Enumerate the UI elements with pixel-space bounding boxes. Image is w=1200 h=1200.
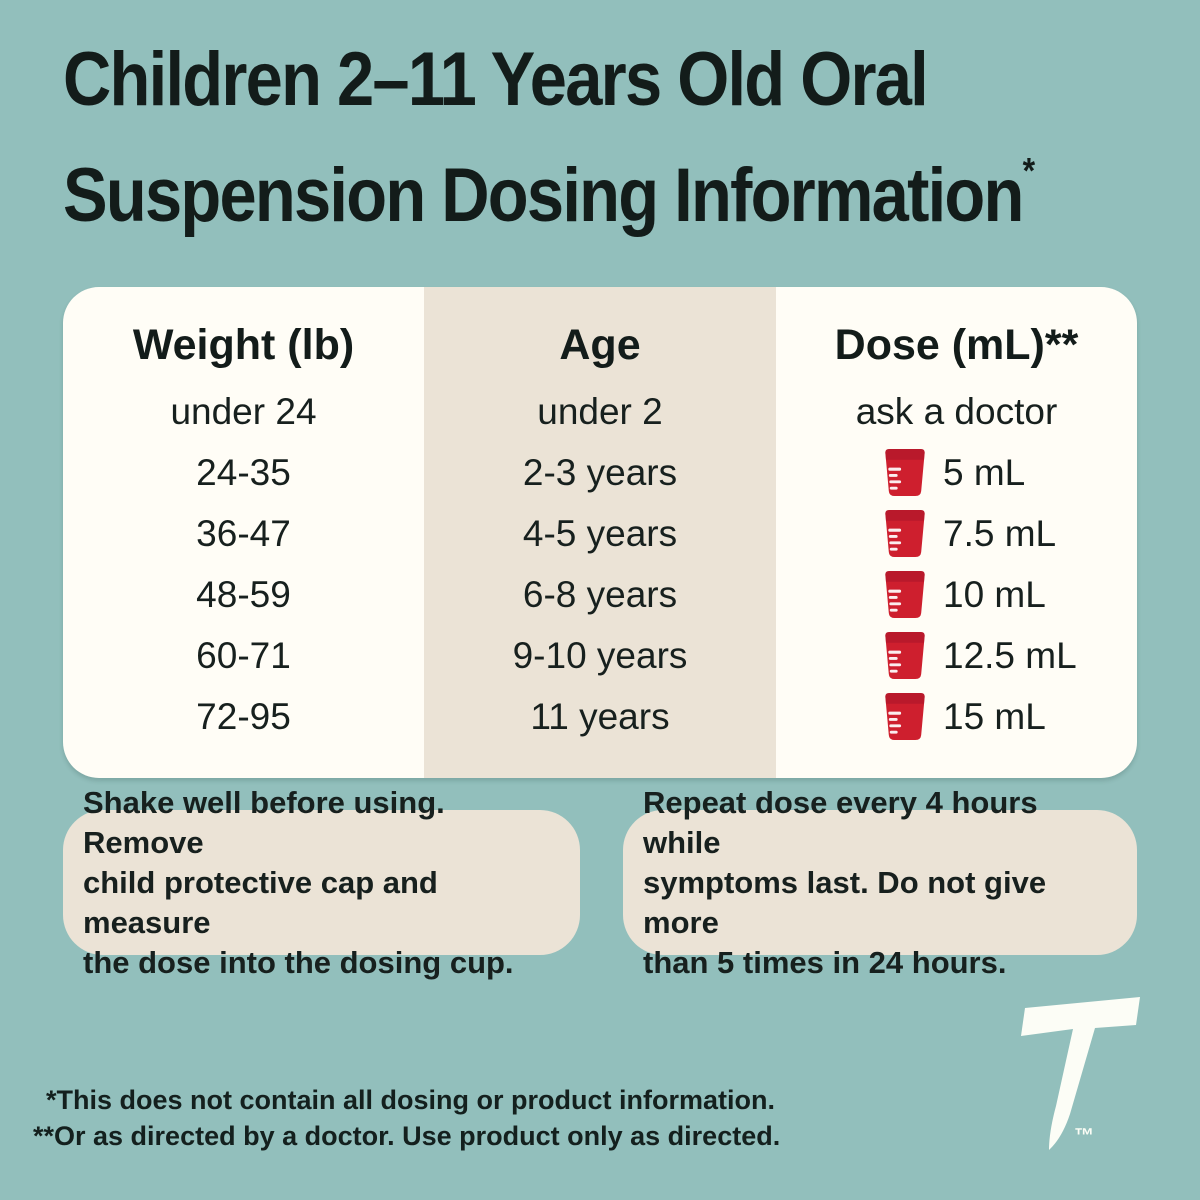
dosing-cup-icon (885, 509, 925, 558)
column-header-weight: Weight (lb) (132, 320, 355, 369)
age-value-row2: 4-5 years (522, 512, 678, 554)
dose-value-row5: 15 mL (943, 695, 1046, 737)
column-header-dose: Dose (mL)** (834, 320, 1079, 369)
dose-cell-row3: 10 mL (776, 564, 1137, 625)
tylenol-t-logo: ™ (1016, 992, 1146, 1157)
dosing-table: Weight (lb) Age Dose (mL)** under 24 und… (63, 287, 1137, 747)
weight-value-row0: under 24 (170, 390, 317, 432)
dosing-cup-icon (885, 448, 925, 497)
column-header-age: Age (559, 320, 641, 369)
footnote-dosing-information: *This does not contain all dosing or pro… (46, 1085, 775, 1115)
instruction-repeat-note: Repeat dose every 4 hours while symptoms… (623, 785, 1137, 980)
title-footnote-marker: * (1022, 150, 1036, 191)
age-value-row0: under 2 (537, 390, 663, 432)
dosing-cup-icon (885, 570, 925, 619)
weight-value-row2: 36-47 (196, 512, 291, 554)
dose-value-row2: 7.5 mL (943, 512, 1057, 554)
instruction-shake-note: Shake well before using. Remove child pr… (63, 785, 580, 980)
weight-value-row3: 48-59 (196, 573, 291, 615)
dosing-cup-icon (885, 692, 925, 741)
dose-cell-row1: 5 mL (776, 442, 1137, 503)
age-value-row4: 9-10 years (512, 634, 688, 676)
age-value-row1: 2-3 years (522, 451, 678, 493)
instruction-shake-text: Shake well before using. Remove child pr… (83, 784, 514, 980)
t-letter-icon (1021, 997, 1140, 1150)
dose-cell-row2: 7.5 mL (776, 503, 1137, 564)
instruction-repeat-text: Repeat dose every 4 hours while symptoms… (643, 784, 1047, 980)
trademark-symbol: ™ (1074, 1125, 1094, 1147)
dosing-cup-icon (885, 631, 925, 680)
dose-value-row4: 12.5 mL (943, 634, 1077, 676)
footnotes: *This does not contain all dosing or pro… (33, 1082, 780, 1154)
weight-value-row1: 24-35 (196, 451, 291, 493)
dose-cell-row4: 12.5 mL (776, 625, 1137, 686)
footnote-as-directed: **Or as directed by a doctor. Use produc… (33, 1121, 781, 1151)
dose-value-row0: ask a doctor (855, 390, 1058, 432)
dosing-table-card: Weight (lb) Age Dose (mL)** under 24 und… (63, 287, 1137, 778)
age-value-row5: 11 years (530, 695, 670, 737)
dose-value-row1: 5 mL (943, 451, 1026, 493)
age-column-background-stripe (424, 287, 776, 778)
dose-value-row3: 10 mL (943, 573, 1046, 615)
age-value-row3: 6-8 years (522, 573, 678, 615)
page-title: Children 2–11 Years Old Oral Suspension … (63, 34, 1035, 241)
weight-value-row4: 60-71 (196, 634, 291, 676)
dose-cell-row5: 15 mL (776, 686, 1137, 747)
weight-value-row5: 72-95 (196, 695, 291, 737)
page-title-text: Children 2–11 Years Old Oral Suspension … (63, 37, 1024, 238)
